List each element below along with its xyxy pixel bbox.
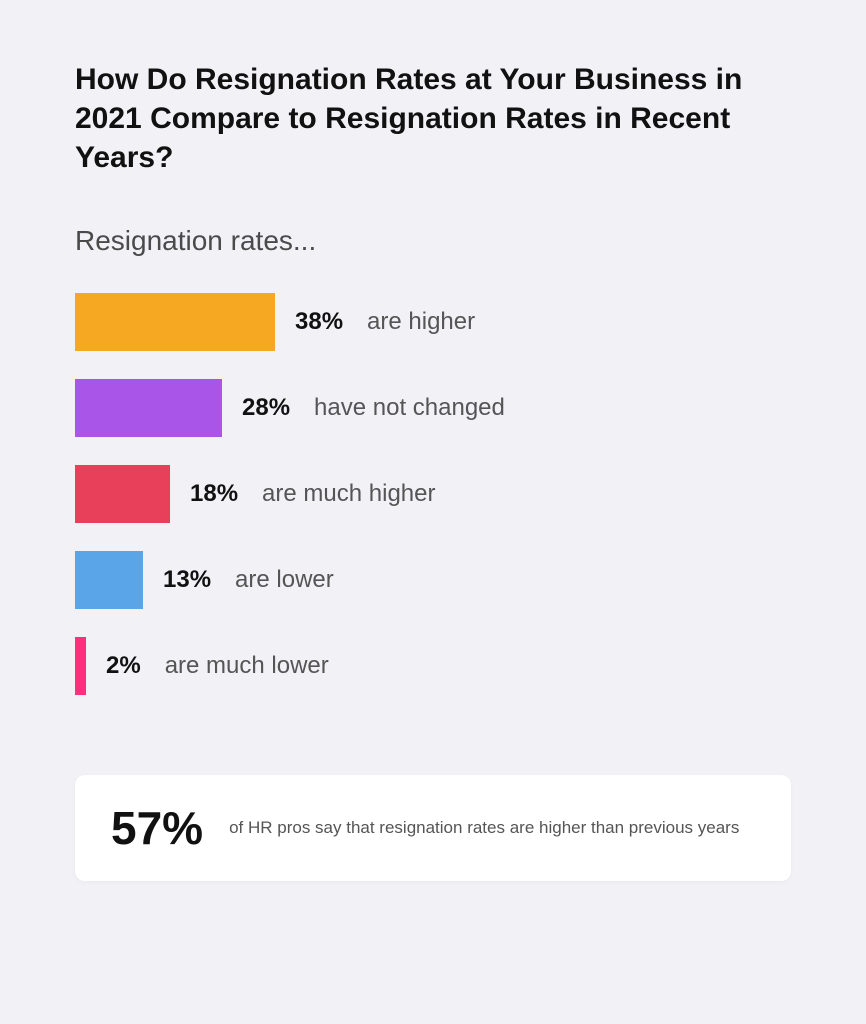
- bar-value: 38%: [295, 308, 343, 336]
- callout-box: 57% of HR pros say that resignation rate…: [75, 775, 791, 881]
- bar-row: 38% are higher: [75, 293, 791, 351]
- bar-row: 13% are lower: [75, 551, 791, 609]
- bar-label: are higher: [367, 308, 475, 336]
- bar-value: 13%: [163, 566, 211, 594]
- bar: [75, 637, 86, 695]
- bar-row: 28% have not changed: [75, 379, 791, 437]
- bar-value: 2%: [106, 652, 141, 680]
- callout-text: of HR pros say that resignation rates ar…: [229, 815, 739, 841]
- bar-row: 2% are much lower: [75, 637, 791, 695]
- callout-value: 57%: [111, 805, 203, 851]
- bar-chart: 38% are higher 28% have not changed 18% …: [75, 293, 791, 695]
- chart-title: How Do Resignation Rates at Your Busines…: [75, 60, 791, 177]
- bar: [75, 379, 222, 437]
- bar-label: are much higher: [262, 480, 435, 508]
- chart-subtitle: Resignation rates...: [75, 225, 791, 257]
- bar: [75, 293, 275, 351]
- bar-value: 18%: [190, 480, 238, 508]
- bar-row: 18% are much higher: [75, 465, 791, 523]
- bar-value: 28%: [242, 394, 290, 422]
- bar-label: have not changed: [314, 394, 505, 422]
- bar: [75, 551, 143, 609]
- bar: [75, 465, 170, 523]
- bar-label: are much lower: [165, 652, 329, 680]
- bar-label: are lower: [235, 566, 334, 594]
